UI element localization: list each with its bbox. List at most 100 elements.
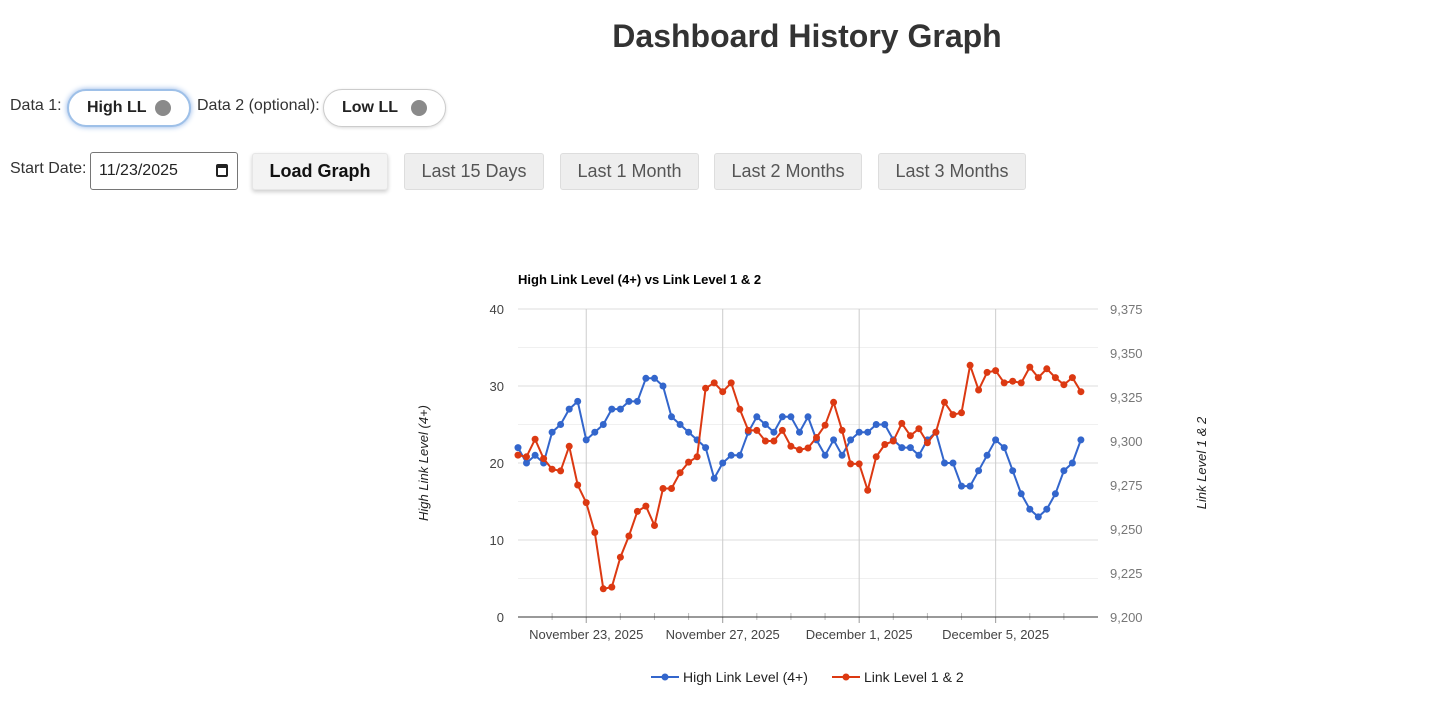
series-2-point — [1051, 374, 1059, 382]
series-1-point — [975, 467, 983, 475]
series-2-point — [514, 451, 522, 459]
series-2-point — [906, 432, 914, 440]
calendar-icon[interactable] — [216, 164, 228, 177]
series-1-point — [821, 451, 829, 459]
series-2-point — [702, 384, 710, 392]
series-1-point — [915, 451, 923, 459]
series-2-point — [540, 455, 548, 463]
left-y-tick-label: 10 — [490, 533, 504, 548]
series-2-point — [548, 465, 556, 473]
series-1-point — [514, 444, 522, 452]
series-2-point — [616, 553, 624, 561]
series-1-point — [881, 421, 889, 428]
data2-selector[interactable]: Low LL — [323, 89, 446, 127]
series-1-point — [557, 421, 565, 428]
series-1-point — [1034, 513, 1042, 521]
series-2-point — [932, 428, 940, 436]
series-2-point — [796, 446, 803, 454]
series-1-point — [770, 428, 778, 436]
series-1-point — [983, 451, 991, 459]
series-1-point — [830, 436, 838, 444]
x-tick-label: November 23, 2025 — [529, 627, 643, 642]
series-2-point — [770, 437, 778, 445]
series-2-point — [753, 426, 761, 434]
series-1-point — [1060, 467, 1068, 475]
series-2-point — [941, 398, 948, 406]
chart-legend: High Link Level (4+) Link Level 1 & 2 — [651, 669, 964, 685]
series-1-point — [787, 413, 795, 421]
series-2-point — [889, 437, 897, 445]
legend-marker-2 — [842, 673, 850, 681]
series-2-point — [821, 421, 829, 429]
series-2-point — [855, 460, 863, 468]
series-2-point — [1026, 363, 1034, 371]
series-2-point — [1043, 365, 1051, 373]
series-1-point — [898, 444, 906, 452]
series-2-point — [574, 481, 582, 489]
series-1-point — [1009, 467, 1017, 475]
series-2-point — [565, 442, 573, 450]
series-1-point — [599, 421, 607, 428]
chart-series — [514, 361, 1085, 593]
series-2-point — [761, 437, 769, 445]
right-y-tick-label: 9,225 — [1110, 566, 1143, 581]
left-y-tick-label: 0 — [497, 610, 504, 625]
series-2-point — [668, 485, 675, 492]
series-1-point — [1043, 505, 1051, 513]
last-2-months-button[interactable]: Last 2 Months — [714, 153, 862, 190]
series-1-point — [941, 459, 948, 467]
series-2-point — [992, 367, 1000, 375]
series-1-point — [1000, 444, 1008, 452]
right-y-tick-label: 9,350 — [1110, 346, 1143, 361]
series-2-point — [983, 368, 991, 376]
series-2-point — [582, 499, 590, 507]
series-2-point — [727, 379, 735, 387]
series-2-point — [685, 458, 693, 466]
series-2-point — [975, 386, 983, 394]
series-1-point — [736, 451, 744, 459]
start-date-input[interactable]: 11/23/2025 — [90, 152, 238, 190]
data2-selected-value: Low LL — [342, 99, 398, 116]
series-2-point — [787, 442, 795, 450]
series-1-point — [531, 451, 539, 459]
series-1-point — [992, 436, 1000, 444]
right-y-tick-label: 9,250 — [1110, 522, 1143, 537]
series-1-point — [727, 451, 735, 459]
series-2-point — [625, 532, 633, 540]
series-2-point — [915, 425, 923, 433]
series-1-point — [761, 421, 769, 428]
left-axis-title: High Link Level (4+) — [416, 405, 431, 521]
series-1-point — [659, 382, 667, 390]
data1-selector[interactable]: High LL — [67, 89, 191, 127]
series-2-point — [719, 388, 727, 396]
series-2-point — [813, 434, 820, 441]
chart-axes: 0 10 20 30 40 9,200 9,225 9,250 9,275 9,300 9,325 9… — [490, 302, 1143, 642]
x-tick-label: December 5, 2025 — [942, 627, 1049, 642]
last-15-days-button[interactable]: Last 15 Days — [404, 153, 544, 190]
series-1-point — [651, 374, 658, 382]
series-2-point — [881, 441, 889, 448]
last-3-months-button[interactable]: Last 3 Months — [878, 153, 1026, 190]
series-2-point — [949, 411, 957, 419]
series-1-point — [796, 428, 803, 436]
right-y-tick-label: 9,300 — [1110, 434, 1143, 449]
series-2-point — [591, 529, 599, 536]
series-1-point — [804, 413, 812, 421]
page-title: Dashboard History Graph — [612, 18, 1002, 54]
x-tick-label: November 27, 2025 — [666, 627, 780, 642]
series-2-point — [1000, 379, 1008, 387]
series-1-point — [676, 421, 684, 428]
series-1-point — [1026, 505, 1034, 513]
data1-toggle-indicator-icon — [155, 100, 171, 116]
series-2-point — [531, 435, 539, 443]
series-1-point — [591, 428, 599, 436]
last-1-month-button[interactable]: Last 1 Month — [560, 153, 699, 190]
right-y-tick-label: 9,200 — [1110, 610, 1143, 625]
series-1-point — [642, 374, 650, 382]
left-y-tick-label: 30 — [490, 379, 504, 394]
load-graph-button[interactable]: Load Graph — [252, 153, 388, 190]
series-1-point — [625, 397, 633, 405]
data1-selected-value: High LL — [87, 99, 147, 116]
series-2-point — [744, 426, 752, 434]
series-1-point — [565, 405, 573, 413]
